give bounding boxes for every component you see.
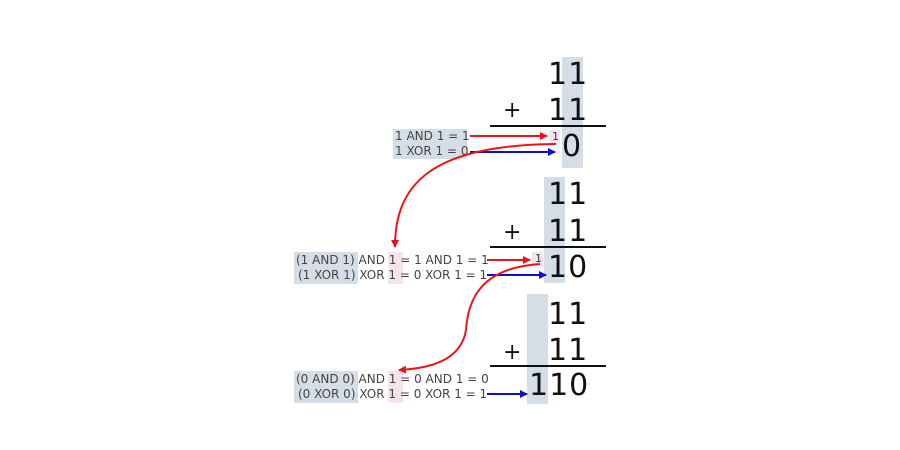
column-highlight-1 <box>562 57 583 168</box>
block1-and-label: 1 AND 1 = 1 <box>395 129 470 143</box>
column-highlight-3 <box>527 294 548 404</box>
block1-bottom-operand: 11 <box>548 93 589 128</box>
block3-xor-paren: (0 XOR 0) <box>298 387 356 401</box>
block3-and-paren: (0 AND 0) <box>296 372 355 386</box>
block2-carry-highlight <box>532 252 543 266</box>
block2-and-paren-highlight <box>294 252 358 284</box>
block1-sum-line <box>490 125 606 127</box>
block2-xor-rest: = 0 XOR 1 = 1 <box>396 268 488 282</box>
block1-xor-label: 1 XOR 1 = 0 <box>395 144 469 158</box>
block1-plus-sign: + <box>503 98 522 123</box>
block3-and-op: AND <box>354 372 389 386</box>
block3-xor-rest: = 0 XOR 1 = 1 <box>396 387 488 401</box>
block2-xor-carry: 1 <box>388 268 397 282</box>
block1-top-operand: 11 <box>548 57 589 92</box>
block2-and-rest: = 1 AND 1 = 1 <box>396 253 489 267</box>
block2-and-op: AND <box>354 253 389 267</box>
block2-carry-term-highlight <box>388 252 403 284</box>
block2-sum-line <box>490 246 606 248</box>
block3-sum-line <box>490 365 606 367</box>
block2-and-label: (1 AND 1) AND 1 = 1 AND 1 = 1 <box>296 253 489 268</box>
block3-xor-op: XOR <box>355 387 389 401</box>
block3-and-carry: 1 <box>388 372 397 386</box>
block2-and-paren: (1 AND 1) <box>296 253 355 267</box>
block3-carry-term-highlight <box>388 371 403 403</box>
block3-plus-sign: + <box>503 340 522 365</box>
block2-xor-op: XOR <box>355 268 389 282</box>
block2-xor-paren: (1 XOR 1) <box>298 268 356 282</box>
block1-result: 0 <box>562 129 583 164</box>
column-highlight-2 <box>544 177 565 283</box>
carry-arrow-1 <box>391 143 557 248</box>
block3-xor-carry: 1 <box>388 387 397 401</box>
block2-bottom-operand: 11 <box>548 214 589 249</box>
block3-and-rest: = 0 AND 1 = 0 <box>396 372 489 386</box>
block3-and-label: (0 AND 0) AND 1 = 0 AND 1 = 0 <box>296 372 489 387</box>
block3-result: 110 <box>529 368 590 403</box>
block3-top-operand: 11 <box>548 297 589 332</box>
block3-and-paren-highlight <box>294 371 358 403</box>
block1-carry-digit: 1 <box>552 130 559 143</box>
block3-bottom-operand: 11 <box>548 333 589 368</box>
block2-carry-digit: 1 <box>535 252 542 265</box>
block2-result: 10 <box>548 250 589 285</box>
block2-plus-sign: + <box>503 220 522 245</box>
block2-top-operand: 11 <box>548 177 589 212</box>
block3-xor-label: (0 XOR 0) XOR 1 = 0 XOR 1 = 1 <box>298 387 487 402</box>
block2-and-carry: 1 <box>388 253 397 267</box>
block1-labels-highlight <box>393 129 467 159</box>
block1-carry-highlight <box>549 130 560 144</box>
carry-arrow-2 <box>398 263 541 374</box>
block2-xor-label: (1 XOR 1) XOR 1 = 0 XOR 1 = 1 <box>298 268 487 283</box>
